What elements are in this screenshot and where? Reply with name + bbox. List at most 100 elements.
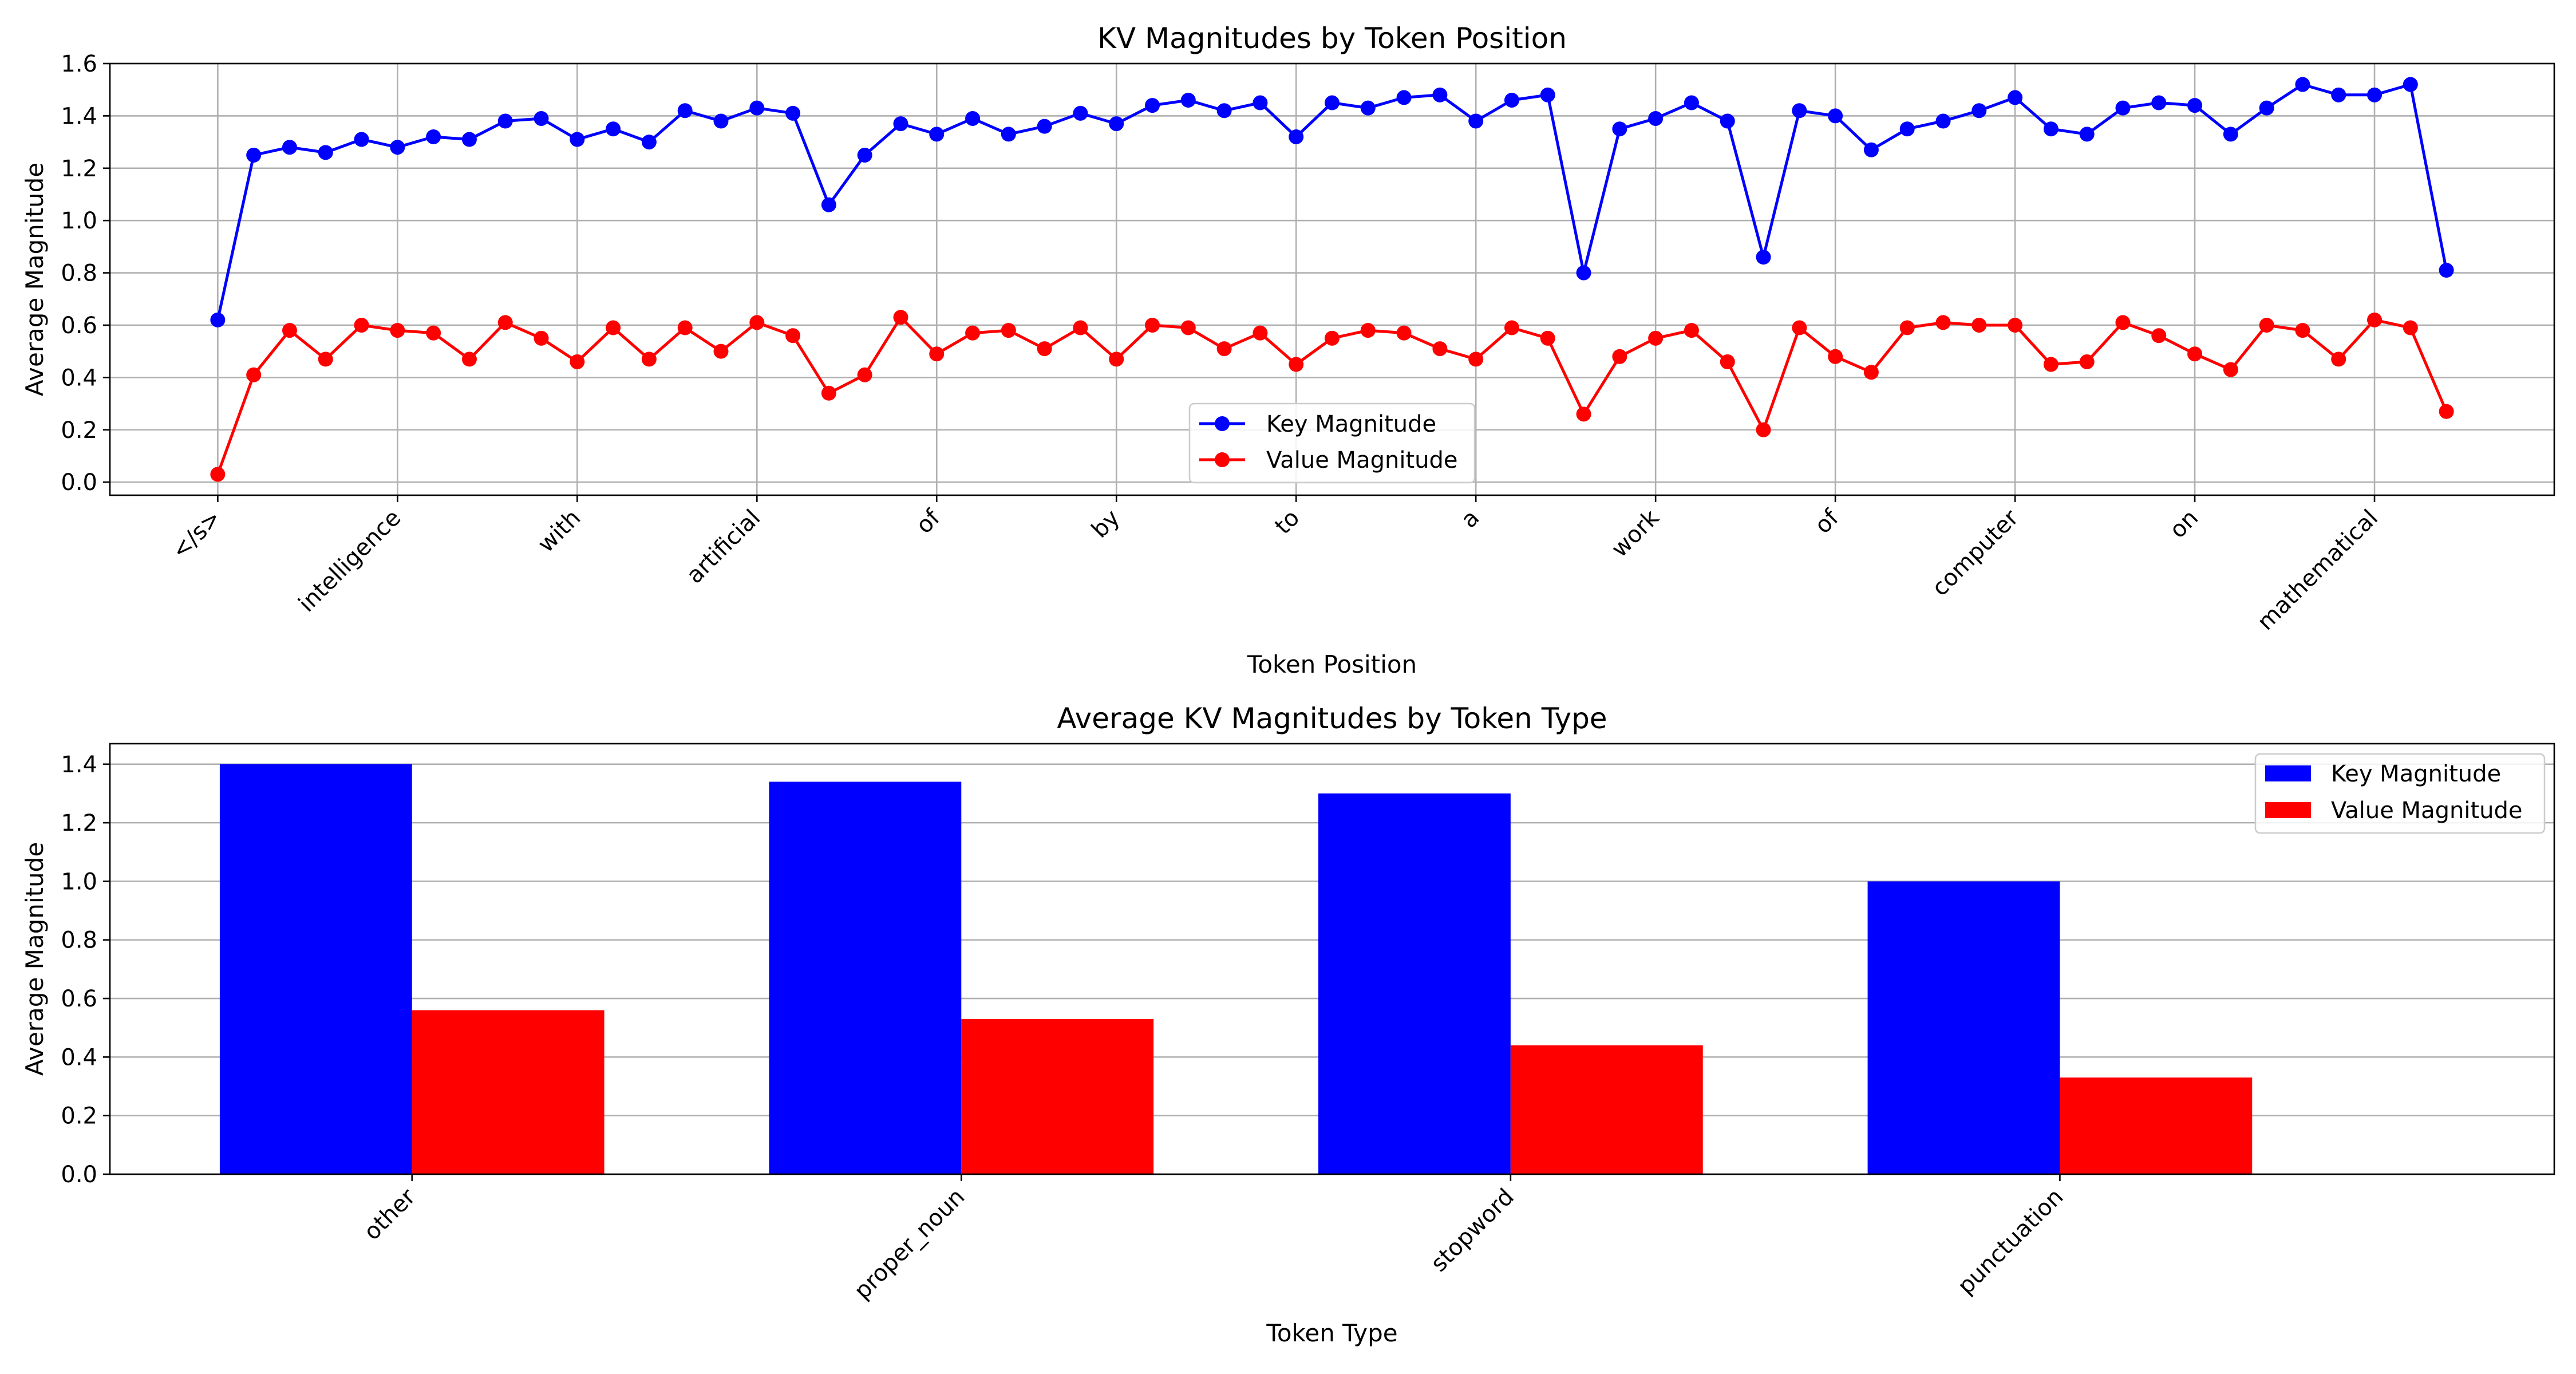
line-chart-key-point [390,140,405,155]
line-chart-value-point [749,315,765,330]
line-chart-y-tick-label: 0.0 [61,469,97,496]
line-chart-legend-value-label: Value Magnitude [1266,447,1457,473]
line-chart-value-point [318,352,333,367]
line-chart-key-point [2187,98,2203,113]
line-chart-value-point [354,317,369,333]
line-chart-value-point [713,344,729,359]
line-chart-value-point [1792,320,1807,335]
line-chart-value-point [2403,320,2418,335]
line-chart-value-point [1037,341,1052,357]
line-chart-value-point [965,325,981,341]
bar-chart-y-tick-label: 1.0 [61,868,97,895]
line-chart-value-point [785,328,801,344]
line-chart-key-point [1289,129,1304,144]
line-chart-value-point [461,352,477,367]
line-chart-y-tick-label: 0.6 [61,313,97,339]
line-chart-value-point [2115,315,2131,330]
line-chart-value-point [2367,312,2383,327]
line-chart-key-point [246,147,262,163]
line-chart-key-point [1899,121,1915,137]
line-chart-key-point [2439,263,2454,278]
line-chart-value-point [2295,323,2310,338]
bar-chart-y-axis-label: Average Magnitude [21,842,49,1076]
bar-chart-y-tick-label: 0.6 [61,986,97,1012]
line-chart-y-tick-label: 1.2 [61,156,97,182]
line-chart-key-point [282,140,297,155]
line-chart-legend: Key Magnitude Value Magnitude [1188,402,1476,484]
bar-value-other [412,1010,605,1174]
line-chart-key-point [426,129,441,144]
line-chart-value-point [390,323,405,338]
bar-chart-legend-key-label: Key Magnitude [2331,761,2501,787]
line-chart-value-point [1396,325,1412,341]
line-chart-key-point [1971,103,1987,119]
bar-value-proper-noun [961,1018,1154,1174]
line-chart-value-point [1360,323,1376,338]
line-chart-key-point [2115,100,2131,116]
line-chart-value-point [821,385,836,401]
line-chart-key-point [354,132,369,147]
line-chart-value-point [2043,357,2059,372]
line-chart-key-point [1576,265,1591,281]
line-chart-key-point [534,110,549,126]
line-chart-legend-key-marker [1215,416,1230,431]
line-chart-key-point [1109,116,1124,132]
line-chart-value-point [1648,330,1664,346]
line-chart-value-point [210,467,226,482]
line-chart-key-point [2295,77,2310,92]
line-chart-value-point [1828,349,1843,364]
line-chart-key-point [893,116,908,132]
line-chart-key-point [677,103,693,119]
line-chart-value-point [534,330,549,346]
line-chart-key-point [1145,98,1160,113]
line-chart-key-point [785,105,801,121]
line-chart-grid [110,62,2554,495]
line-chart-y-tick-label: 0.4 [61,365,97,391]
line-chart-key-point [2008,90,2023,105]
line-chart-value-point [929,346,945,362]
bar-chart-legend-value-swatch [2265,802,2311,818]
bar-chart-legend-key-swatch [2265,765,2311,781]
line-chart-value-point [1216,341,1232,357]
bar-key-other [219,764,412,1174]
line-chart-value-point [1504,320,1519,335]
bar-chart: Average KV Magnitudes by Token Type 0.00… [21,702,2555,1347]
line-chart-value-point [1001,323,1016,338]
line-chart-key-point [1360,100,1376,116]
line-chart-key-point [1756,250,1771,265]
bar-chart-y-tick-label: 1.2 [61,810,97,836]
line-chart-key-point [1612,121,1627,137]
line-chart-key-point [1396,90,1412,105]
line-chart-key-point [1432,87,1448,102]
line-chart-key-point [1073,105,1088,121]
line-chart-key-point [929,127,945,142]
line-chart-value-point [1180,320,1196,335]
bar-chart-y-tick-label: 1.4 [61,752,97,778]
line-chart-value-point [2439,404,2454,419]
line-chart-key-point [1180,92,1196,108]
line-chart-key-point [1684,95,1699,110]
bar-chart-y-tick-label: 0.8 [61,927,97,954]
line-chart-key-point [2151,95,2167,110]
line-chart-key-point [1504,92,1519,108]
bar-chart-y-tick-label: 0.0 [61,1162,97,1188]
line-chart-y-tick-label: 0.8 [61,260,97,287]
line-chart-key-point [210,312,226,327]
line-chart-value-point [857,367,872,382]
bar-key-proper-noun [769,781,962,1174]
line-chart-key-point [749,100,765,116]
line-chart-value-point [1576,406,1591,422]
line-chart-value-point [2223,362,2238,377]
bar-chart-y-tick-label: 0.2 [61,1103,97,1130]
line-chart-key-point [2223,127,2238,142]
bar-chart-x-axis-label: Token Type [1266,1319,1397,1347]
line-chart-key-point [1828,108,1843,124]
line-chart-value-point [1684,323,1699,338]
line-chart-key-point [1540,87,1555,102]
line-chart-key-point [965,110,981,126]
line-chart-value-point [246,367,262,382]
line-chart-key-point [497,113,513,129]
line-chart-value-point [1109,352,1124,367]
bar-chart-y-ticks: 0.0 0.2 0.4 0.6 0.8 1.0 1.2 1.4 [61,752,110,1188]
